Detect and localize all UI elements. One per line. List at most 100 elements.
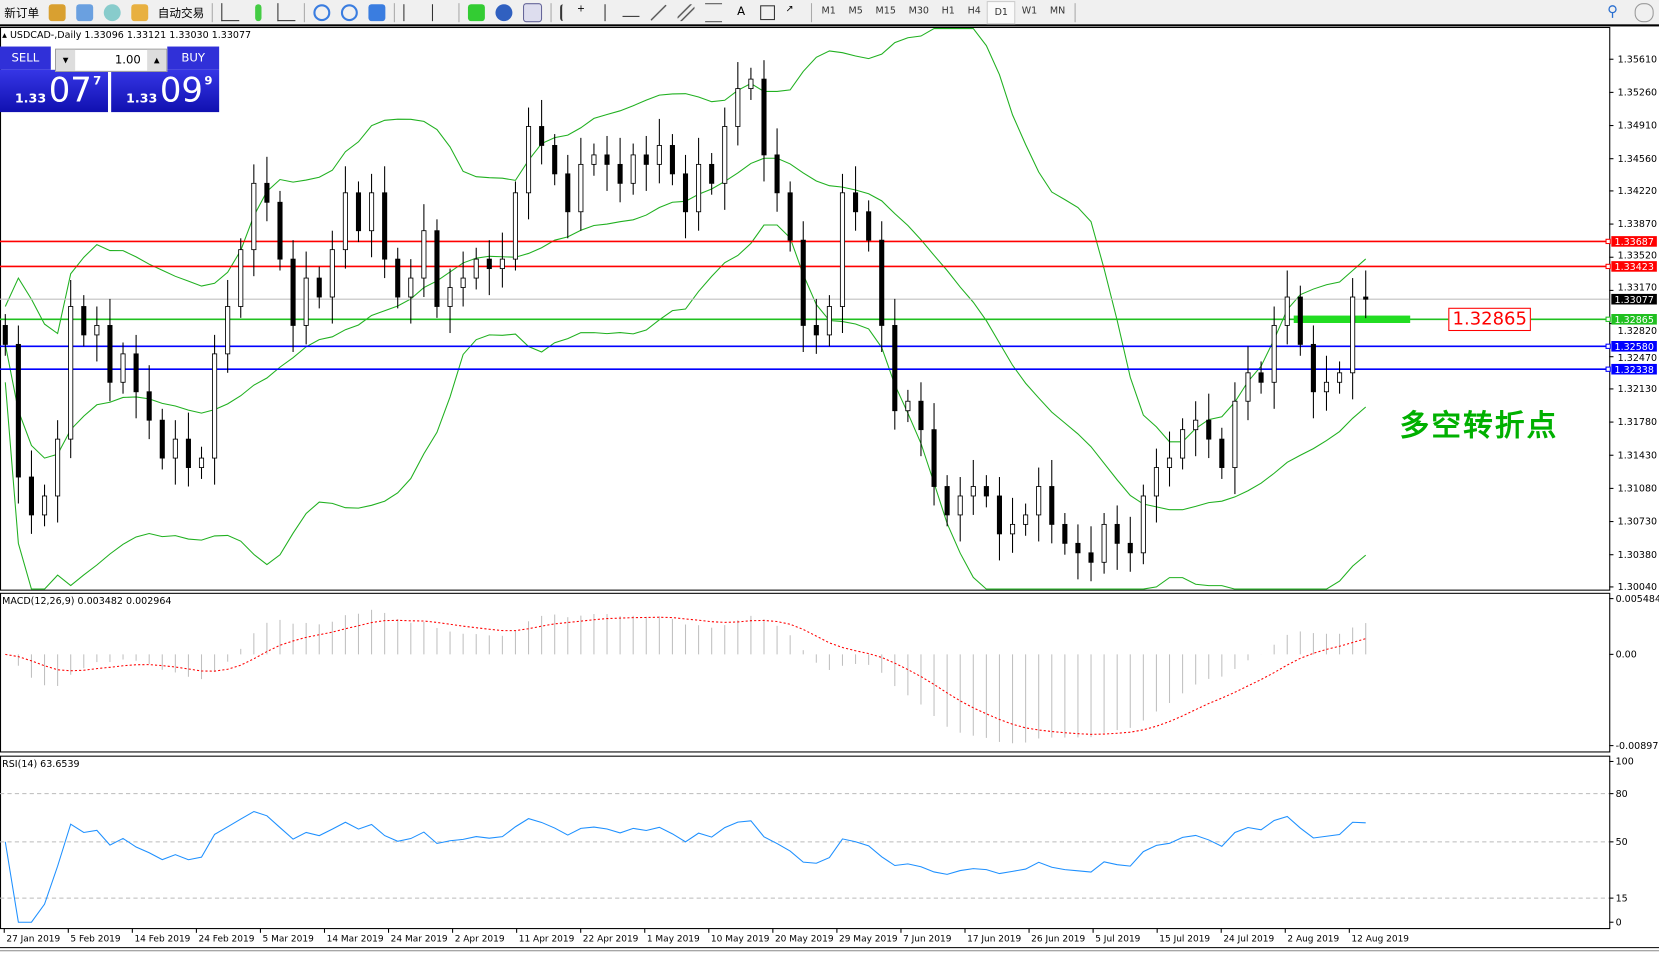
bear-candle — [382, 192, 388, 260]
date-label: 5 Mar 2019 — [263, 934, 315, 944]
text-icon[interactable]: A — [737, 3, 746, 18]
bear-candle — [682, 173, 689, 213]
buy-price-button[interactable]: 1.33 09 9 — [111, 69, 220, 113]
bear-candle — [709, 163, 715, 184]
volume-increase-button[interactable]: ▲ — [147, 49, 167, 71]
auto-trading-icon[interactable] — [131, 3, 149, 21]
date-label: 20 May 2019 — [775, 934, 834, 944]
separator — [393, 2, 395, 22]
timeframe-d1[interactable]: D1 — [987, 0, 1016, 24]
bear-candle — [617, 163, 623, 184]
timeframe-w1[interactable]: W1 — [1021, 5, 1038, 17]
chart-shift-icon[interactable] — [431, 3, 450, 21]
auto-scroll-icon[interactable] — [403, 3, 421, 21]
price-tick-label: 1.31780 — [1618, 417, 1657, 428]
macd-tick-label: -0.008973 — [1616, 741, 1659, 752]
level-tag-label: 1.33687 — [1615, 237, 1654, 248]
bear-candle — [1310, 343, 1316, 393]
current-price-tag — [1611, 293, 1657, 305]
fibonacci-icon[interactable] — [705, 2, 723, 22]
bear-candle — [983, 486, 989, 497]
date-label: 2 Aug 2019 — [1287, 934, 1339, 944]
sell-price-button[interactable]: 1.33 07 7 — [0, 69, 108, 113]
bull-candle — [447, 287, 453, 307]
horizontal-line-icon[interactable] — [622, 7, 640, 17]
trendline-icon[interactable] — [650, 3, 667, 21]
bear-candle — [918, 400, 924, 431]
timeframe-mn[interactable]: MN — [1049, 5, 1066, 17]
bull-candle — [1284, 296, 1290, 326]
new-indicator-icon[interactable] — [467, 3, 485, 21]
new-order-button[interactable]: 新订单 — [4, 5, 40, 20]
bear-candle — [1219, 438, 1225, 468]
bull-candle — [342, 192, 348, 251]
sell-button[interactable]: SELL — [0, 46, 51, 70]
bull-candle — [1101, 523, 1107, 563]
rsi-label: RSI(14) 63.6539 — [2, 759, 80, 770]
candlestick-icon[interactable] — [255, 3, 262, 21]
bull-candle — [473, 258, 479, 279]
bear-candle — [539, 126, 545, 146]
tile-windows-icon[interactable] — [368, 3, 386, 21]
buy-button[interactable]: BUY — [167, 46, 220, 70]
crosshair-icon[interactable]: + — [576, 3, 585, 15]
channel-icon[interactable] — [677, 3, 695, 21]
bear-candle — [1114, 523, 1120, 544]
bar-chart-icon[interactable] — [221, 3, 240, 22]
chart-title: ▴ USDCAD-,Daily 1.33096 1.33121 1.33030 … — [2, 30, 252, 42]
timeframe-m30[interactable]: M30 — [908, 5, 929, 17]
bear-candle — [774, 154, 780, 194]
price-tick-label: 1.31080 — [1618, 484, 1657, 495]
bull-candle — [722, 126, 728, 184]
auto-trading-button[interactable]: 自动交易 — [157, 5, 205, 20]
volume-input[interactable]: ▼ 1.00 ▲ — [55, 48, 168, 72]
bear-candle — [1049, 486, 1055, 525]
navigator-icon[interactable] — [76, 3, 94, 21]
timeframe-m5[interactable]: M5 — [848, 5, 863, 17]
bull-candle — [826, 306, 832, 336]
one-click-trading-panel: SELL BUY 1.33 07 7 1.33 09 9 — [0, 46, 220, 113]
zoom-in-icon[interactable] — [313, 3, 331, 21]
bear-candle — [996, 495, 1002, 535]
chat-icon[interactable] — [1634, 2, 1654, 22]
bull-candle — [94, 325, 100, 336]
market-watch-icon[interactable] — [48, 3, 66, 21]
cursor-icon[interactable] — [560, 3, 566, 21]
date-label: 1 May 2019 — [647, 934, 700, 944]
vertical-line-icon[interactable] — [604, 3, 612, 21]
sell-price-big: 07 — [48, 69, 92, 110]
rsi-tick-label: 100 — [1616, 757, 1634, 768]
timeframe-m1[interactable]: M1 — [821, 5, 836, 17]
bull-candle — [225, 306, 231, 355]
bull-candle — [957, 495, 963, 516]
bull-candle — [591, 154, 597, 165]
templates-icon[interactable] — [522, 2, 543, 22]
current-price-label: 1.33077 — [1615, 295, 1654, 306]
level-tag-label: 1.33423 — [1615, 262, 1654, 273]
price-tick-label: 1.33520 — [1618, 250, 1657, 261]
bull-candle — [499, 258, 505, 270]
date-label: 17 Jun 2019 — [967, 934, 1021, 944]
arrows-icon[interactable]: ↗ — [785, 3, 794, 15]
pivot-price-label: 1.32865 — [1448, 307, 1532, 332]
timeframe-h4[interactable]: H4 — [967, 5, 981, 17]
level-tag-label: 1.32865 — [1615, 315, 1654, 326]
bull-candle — [1180, 429, 1186, 459]
periods-icon[interactable] — [495, 3, 513, 21]
zoom-out-icon[interactable] — [340, 3, 358, 21]
line-chart-icon[interactable] — [277, 3, 296, 22]
volume-decrease-button[interactable]: ▼ — [56, 49, 76, 71]
bear-candle — [879, 239, 885, 326]
timeframe-m15[interactable]: M15 — [875, 5, 896, 17]
bull-candle — [512, 192, 518, 260]
timeframe-h1[interactable]: H1 — [941, 5, 955, 17]
signal-icon[interactable] — [103, 3, 121, 21]
level-tag — [1611, 363, 1657, 375]
search-icon[interactable]: ⚲ — [1607, 2, 1618, 20]
text-label-icon[interactable] — [760, 4, 775, 20]
bull-candle — [1232, 400, 1238, 468]
bull-candle — [696, 163, 702, 213]
bull-candle — [421, 230, 427, 279]
macd-tick-label: 0.005484 — [1616, 594, 1659, 605]
